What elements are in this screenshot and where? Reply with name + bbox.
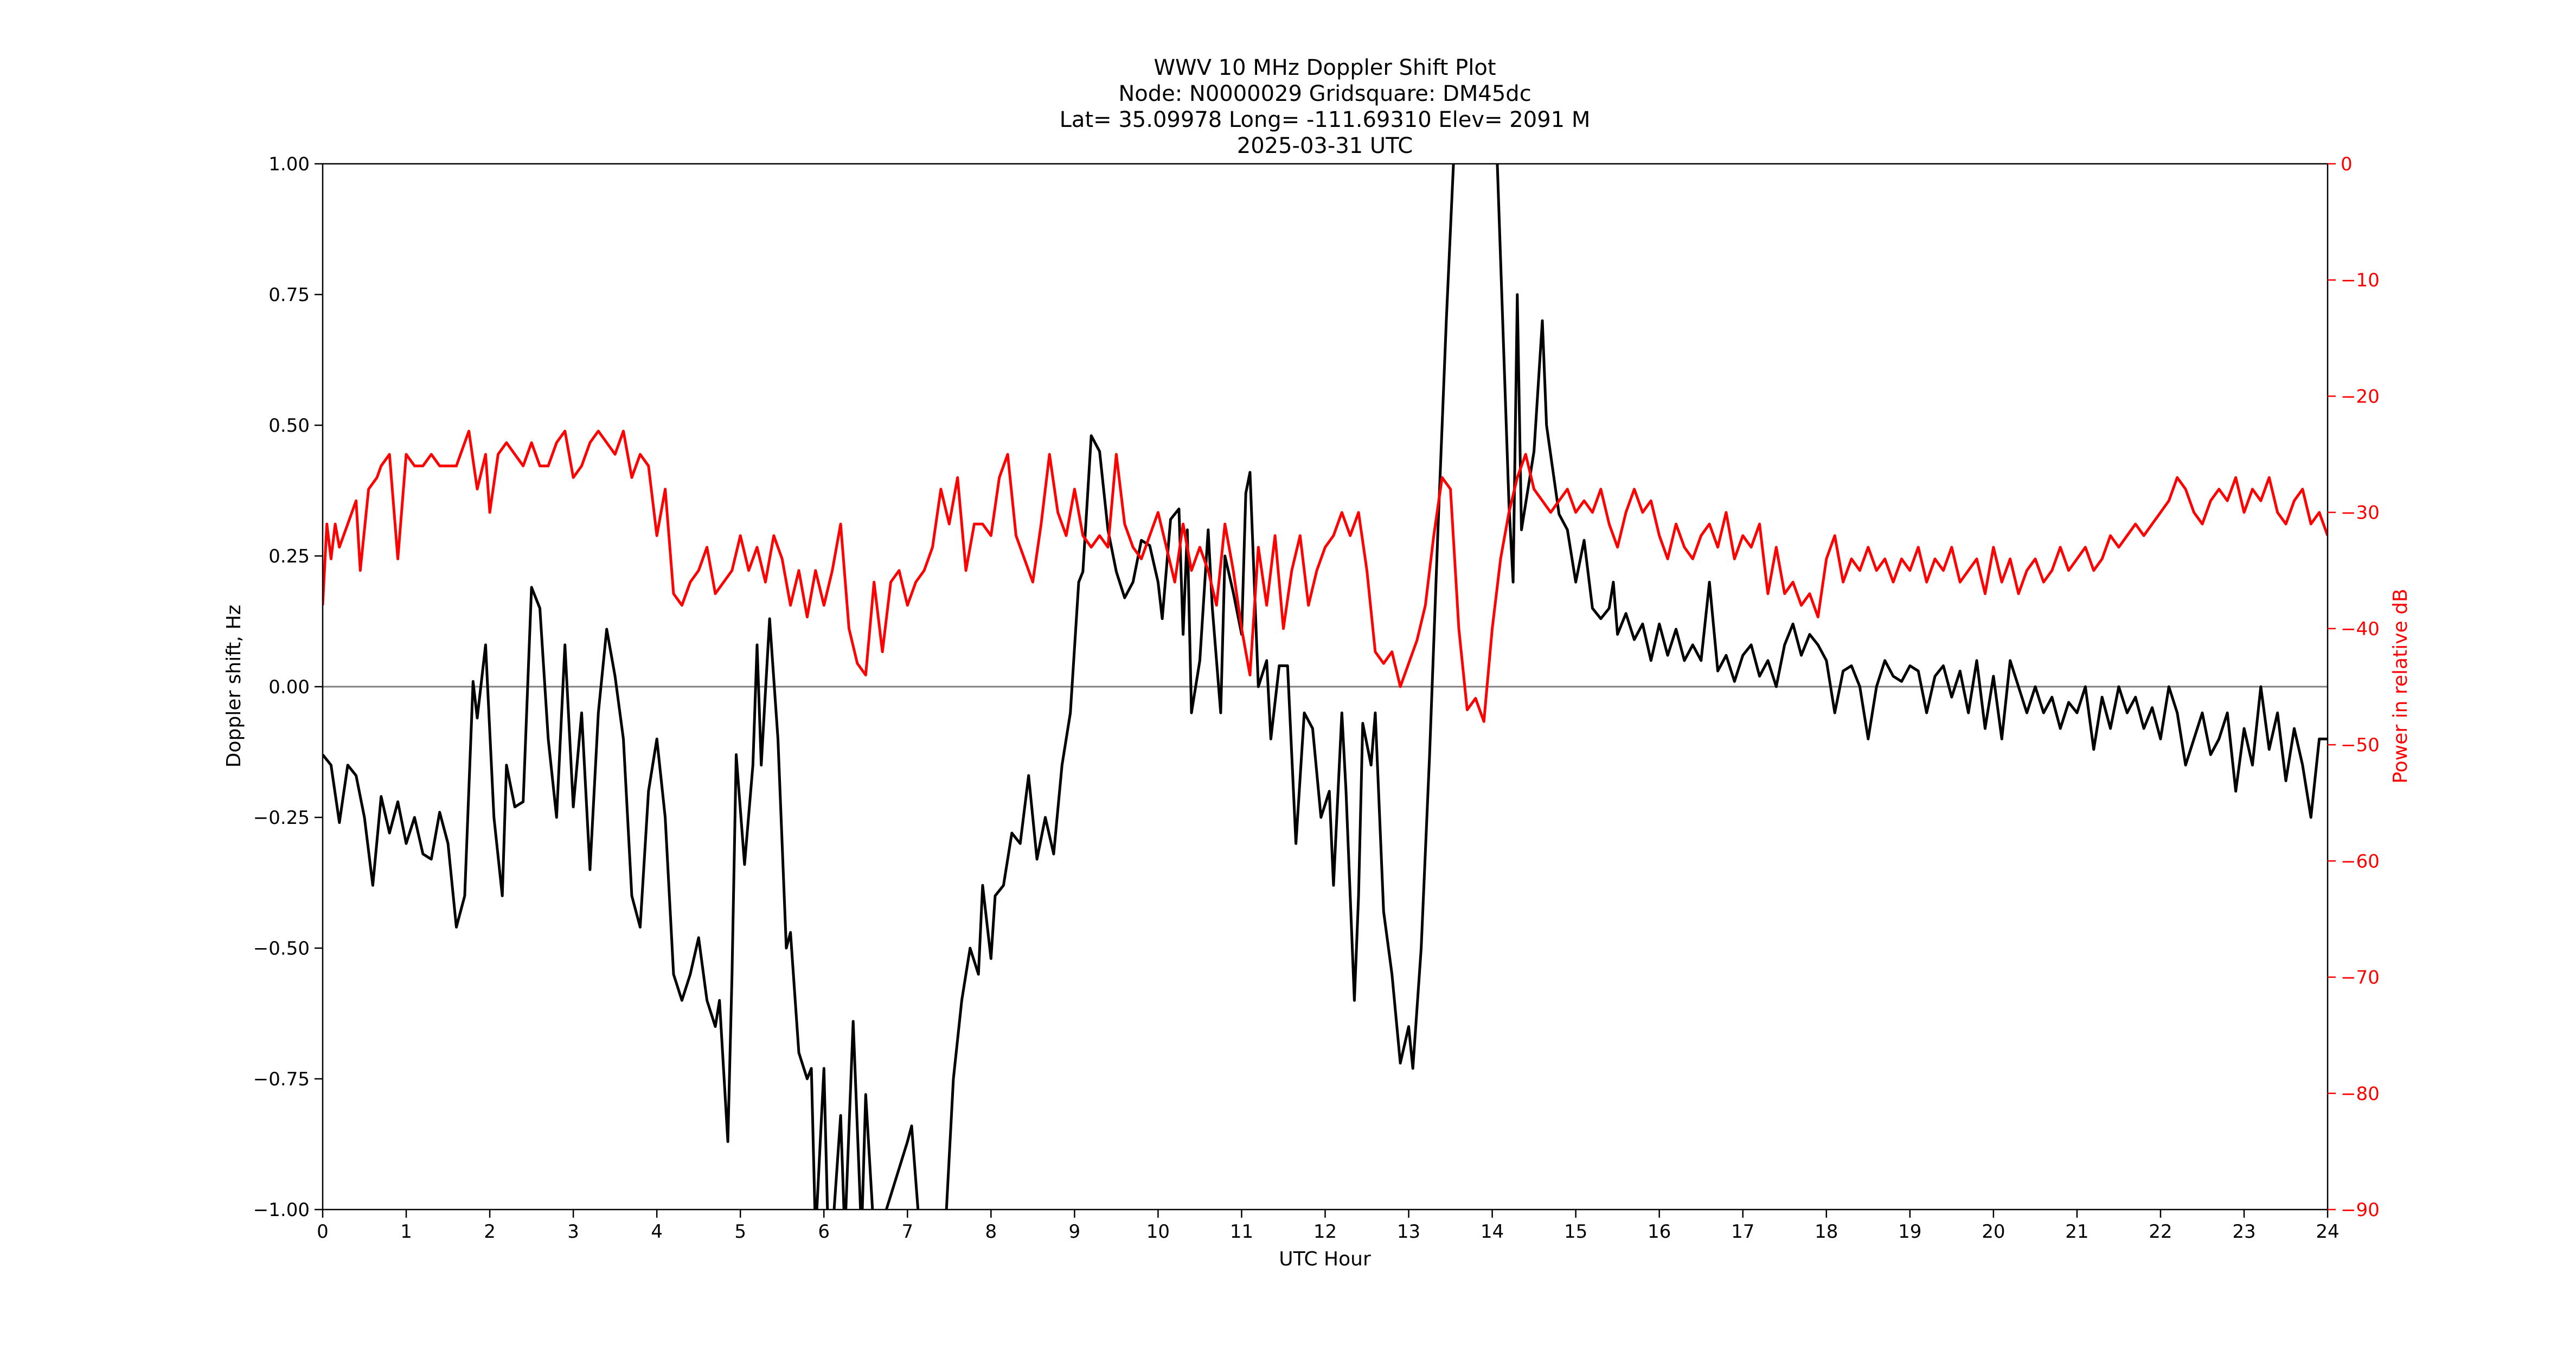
y2-tick-label: −70 <box>2341 967 2380 989</box>
y2-tick-label: −50 <box>2341 734 2380 756</box>
x-tick-label: 0 <box>317 1221 329 1243</box>
y-tick-label: 0.00 <box>268 676 310 698</box>
x-tick-label: 6 <box>818 1221 830 1243</box>
y2-tick-label: −20 <box>2341 386 2380 407</box>
x-tick-label: 24 <box>2316 1221 2339 1243</box>
series-group <box>323 164 2328 1210</box>
y2-tick-label: −60 <box>2341 850 2380 872</box>
y2-tick-label: 0 <box>2341 153 2353 175</box>
y-axis-right: 0 −10 −20 −30 −40 −50 −60 −70 −80 −90 <box>2328 153 2380 1221</box>
doppler-shift-line <box>323 164 2328 1210</box>
y-tick-label: 0.25 <box>268 546 310 567</box>
y2-tick-label: −90 <box>2341 1199 2380 1221</box>
y-tick-label: −0.75 <box>253 1069 310 1090</box>
x-tick-label: 2 <box>484 1221 496 1243</box>
chart-title-line-2: Node: N0000029 Gridsquare: DM45dc <box>1118 81 1531 106</box>
x-tick-label: 23 <box>2232 1221 2255 1243</box>
x-tick-label: 5 <box>734 1221 746 1243</box>
y-axis-right-label: Power in relative dB <box>2389 589 2412 783</box>
y2-tick-label: −40 <box>2341 618 2380 640</box>
y2-tick-label: −80 <box>2341 1083 2380 1105</box>
x-tick-label: 10 <box>1146 1221 1170 1243</box>
chart-title-line-1: WWV 10 MHz Doppler Shift Plot <box>1154 55 1496 80</box>
x-tick-label: 3 <box>567 1221 579 1243</box>
x-tick-label: 9 <box>1069 1221 1081 1243</box>
x-tick-label: 1 <box>400 1221 412 1243</box>
y-tick-label: −1.00 <box>253 1199 310 1221</box>
x-tick-label: 4 <box>651 1221 663 1243</box>
x-tick-label: 14 <box>1481 1221 1504 1243</box>
x-tick-label: 7 <box>901 1221 913 1243</box>
y-tick-label: −0.50 <box>253 938 310 960</box>
y-tick-label: 0.50 <box>268 415 310 437</box>
chart-title: WWV 10 MHz Doppler Shift Plot Node: N000… <box>1060 55 1591 158</box>
x-tick-label: 19 <box>1898 1221 1921 1243</box>
y2-tick-label: −10 <box>2341 270 2380 291</box>
y-tick-label: 1.00 <box>268 153 310 175</box>
x-tick-label: 11 <box>1230 1221 1253 1243</box>
x-axis-label: UTC Hour <box>1279 1248 1371 1270</box>
x-tick-label: 8 <box>985 1221 997 1243</box>
y-axis-left-label: Doppler shift, Hz <box>223 605 245 767</box>
chart-title-line-3: Lat= 35.09978 Long= -111.69310 Elev= 209… <box>1060 107 1591 132</box>
y2-tick-label: −30 <box>2341 502 2380 524</box>
power-line <box>323 430 2328 723</box>
x-axis: 0 1 2 3 4 5 6 7 8 9 10 11 12 13 14 15 16 17 18 19 20 21 22 23 24 <box>317 1210 2340 1243</box>
x-tick-label: 13 <box>1397 1221 1420 1243</box>
chart-title-line-4: 2025-03-31 UTC <box>1237 133 1413 158</box>
x-tick-label: 18 <box>1815 1221 1838 1243</box>
x-tick-label: 21 <box>2065 1221 2088 1243</box>
x-tick-label: 20 <box>1982 1221 2005 1243</box>
y-tick-label: 0.75 <box>268 284 310 306</box>
x-tick-label: 16 <box>1648 1221 1671 1243</box>
x-tick-label: 22 <box>2149 1221 2172 1243</box>
y-tick-label: −0.25 <box>253 807 310 829</box>
y-axis-left: 1.00 0.75 0.50 0.25 0.00 −0.25 −0.50 −0.75 −1.00 <box>253 153 323 1221</box>
x-tick-label: 17 <box>1731 1221 1754 1243</box>
x-tick-label: 15 <box>1564 1221 1587 1243</box>
x-tick-label: 12 <box>1313 1221 1337 1243</box>
